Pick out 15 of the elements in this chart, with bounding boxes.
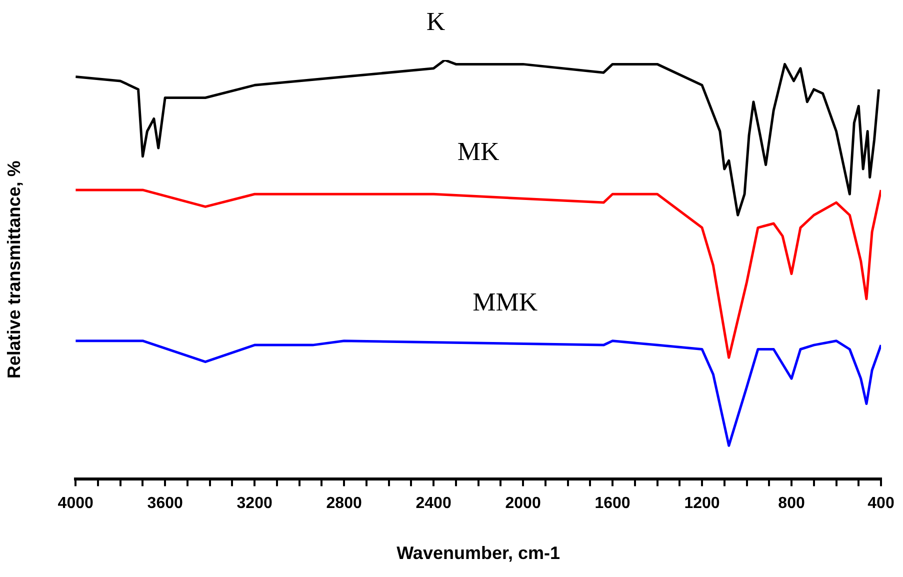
x-tick-label: 800 xyxy=(778,495,805,512)
x-axis-title: Wavenumber, cm-1 xyxy=(396,543,560,564)
x-tick-label: 4000 xyxy=(58,495,94,512)
x-tick-label: 2400 xyxy=(416,495,452,512)
series-label: K xyxy=(426,6,446,36)
x-tick-label: 400 xyxy=(868,495,894,512)
x-tick-label: 1200 xyxy=(684,495,720,512)
x-tick-label: 3200 xyxy=(236,495,272,512)
x-tick-label: 2000 xyxy=(505,495,541,512)
x-tick-label: 2800 xyxy=(326,495,362,512)
y-axis-title: Relative transmittance, % xyxy=(4,160,24,379)
series-label: MMK xyxy=(472,288,538,317)
x-tick-label: 1600 xyxy=(594,495,630,512)
series-label: MK xyxy=(457,136,500,166)
x-tick-label: 3600 xyxy=(147,495,183,512)
